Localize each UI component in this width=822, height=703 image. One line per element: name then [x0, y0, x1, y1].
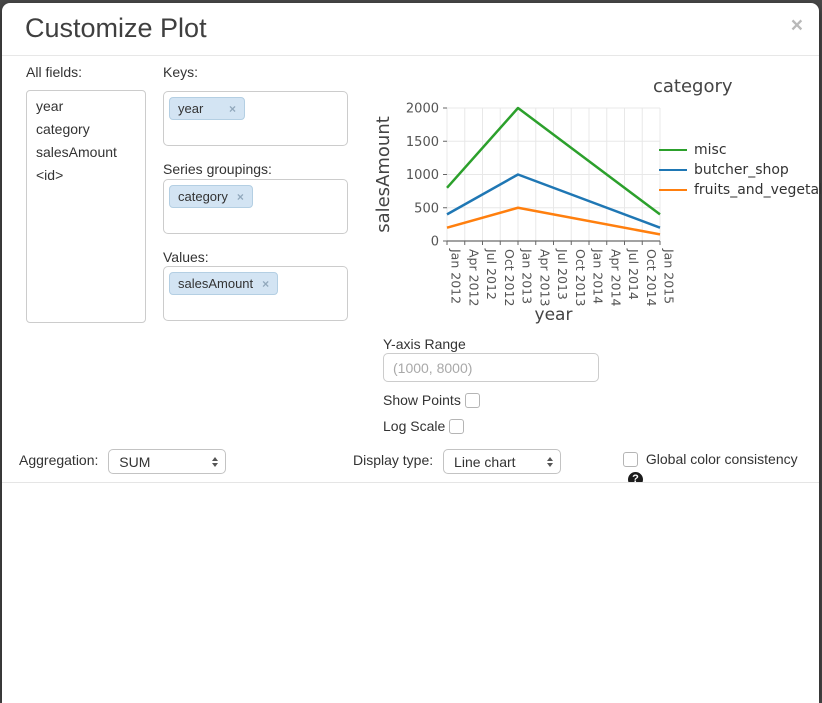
log-scale-checkbox[interactable] — [449, 419, 465, 434]
svg-text:Jan 2012: Jan 2012 — [449, 248, 464, 304]
global-color-checkbox[interactable] — [623, 452, 638, 467]
aggregation-label: Aggregation: — [19, 452, 99, 469]
svg-text:1000: 1000 — [406, 168, 439, 183]
dialog-header: Customize Plot × — [2, 3, 819, 56]
show-points-option: Show Points — [383, 392, 484, 408]
series-groupings-label: Series groupings: — [163, 161, 272, 177]
select-stepper-icon — [212, 454, 219, 470]
svg-text:Jul 2014: Jul 2014 — [626, 248, 641, 300]
tag-label: year — [178, 101, 204, 116]
field-item[interactable]: year — [36, 98, 64, 114]
tag-pill[interactable]: category × — [169, 185, 253, 208]
all-fields-list: year category salesAmount <id> — [26, 90, 146, 323]
legend-entry: butcher_shop — [659, 160, 821, 180]
svg-text:0: 0 — [431, 235, 439, 250]
tag-label: salesAmount — [178, 276, 254, 291]
line-chart-preview: 0 500 1000 1500 2000 Jan 2012 Apr 2012 Jul 2012… — [375, 102, 677, 326]
svg-text:Jul 2013: Jul 2013 — [555, 248, 570, 300]
tag-pill[interactable]: year × — [169, 97, 245, 120]
legend-series-name: fruits_and_vegetable — [694, 182, 821, 198]
tag-pill[interactable]: salesAmount × — [169, 272, 279, 295]
aggregation-control: Aggregation: SUM — [19, 449, 227, 474]
field-item[interactable]: <id> — [36, 167, 64, 183]
tag-label: category — [178, 189, 228, 204]
customize-plot-dialog: Customize Plot × All fields: year categor… — [2, 3, 821, 703]
show-points-label: Show Points — [383, 392, 461, 408]
legend-line-swatch — [659, 149, 687, 151]
svg-text:Oct 2014: Oct 2014 — [644, 249, 659, 306]
tag-remove-icon[interactable]: × — [228, 101, 236, 116]
log-scale-option: Log Scale — [383, 418, 468, 434]
svg-text:Oct 2013: Oct 2013 — [573, 249, 588, 306]
aggregation-value: SUM — [119, 453, 151, 470]
dialog-title: Customize Plot — [25, 13, 207, 43]
dialog-footer — [2, 482, 819, 703]
chart-legend: category misc butcher_shop fruits_and_vege… — [653, 76, 821, 206]
legend-series-name: misc — [694, 142, 727, 158]
keys-tagbox[interactable]: year × — [163, 91, 348, 146]
global-color-control: Global color consistency ? — [623, 451, 819, 487]
svg-text:Jan 2015: Jan 2015 — [662, 248, 677, 304]
close-icon[interactable]: × — [790, 14, 803, 37]
svg-text:Jul 2012: Jul 2012 — [484, 248, 499, 300]
series-groupings-tagbox[interactable]: category × — [163, 179, 348, 234]
display-type-value: Line chart — [454, 453, 516, 470]
legend-series-name: butcher_shop — [694, 162, 789, 178]
select-stepper-icon — [547, 454, 554, 470]
legend-entry: fruits_and_vegetable — [659, 180, 821, 200]
display-type-control: Display type: Line chart — [353, 449, 562, 474]
field-item[interactable]: category — [36, 121, 90, 137]
svg-text:Jan 2014: Jan 2014 — [591, 248, 606, 304]
svg-text:salesAmount: salesAmount — [375, 116, 394, 233]
aggregation-select[interactable]: SUM — [108, 449, 227, 474]
svg-text:Apr 2012: Apr 2012 — [466, 249, 481, 306]
values-tagbox[interactable]: salesAmount × — [163, 266, 348, 321]
tag-remove-icon[interactable]: × — [262, 276, 270, 291]
svg-text:Apr 2014: Apr 2014 — [608, 249, 623, 306]
svg-text:Oct 2012: Oct 2012 — [502, 249, 517, 306]
svg-text:Jan 2013: Jan 2013 — [520, 248, 535, 304]
tag-remove-icon[interactable]: × — [236, 189, 244, 204]
svg-text:2000: 2000 — [406, 102, 439, 117]
legend-items: misc butcher_shop fruits_and_vegetable — [659, 140, 821, 200]
legend-line-swatch — [659, 189, 687, 191]
display-type-select[interactable]: Line chart — [443, 449, 562, 474]
values-label: Values: — [163, 249, 209, 265]
legend-line-swatch — [659, 169, 687, 171]
global-color-label: Global color consistency — [645, 451, 798, 467]
display-type-label: Display type: — [353, 452, 434, 469]
keys-label: Keys: — [163, 64, 199, 80]
all-fields-label: All fields: — [26, 64, 83, 80]
svg-text:Apr 2013: Apr 2013 — [537, 249, 552, 306]
svg-text:500: 500 — [414, 201, 439, 216]
svg-text:year: year — [535, 305, 573, 325]
show-points-checkbox[interactable] — [464, 393, 480, 408]
y-axis-range-label: Y-axis Range — [383, 336, 466, 352]
log-scale-label: Log Scale — [383, 418, 446, 434]
legend-title: category — [653, 76, 733, 97]
svg-text:1500: 1500 — [406, 135, 439, 150]
field-item[interactable]: salesAmount — [36, 144, 117, 160]
y-axis-range-input[interactable] — [383, 353, 599, 382]
legend-entry: misc — [659, 140, 821, 160]
